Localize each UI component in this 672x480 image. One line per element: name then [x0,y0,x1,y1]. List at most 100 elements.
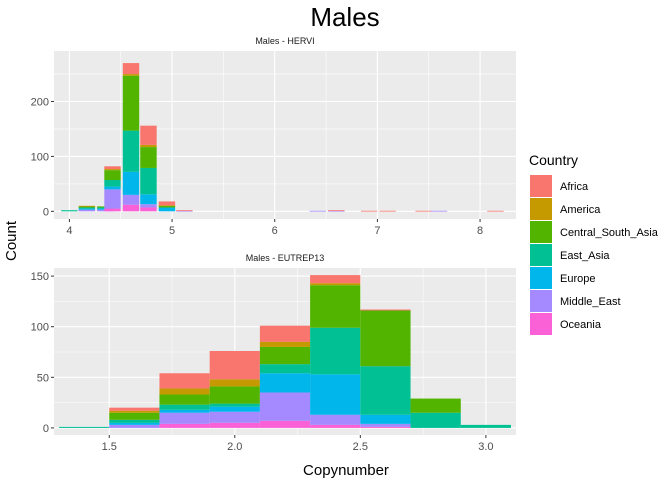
bar-segment-america [104,169,121,171]
bar-segment-oceania [310,424,361,428]
x-tick-label: 3.0 [478,441,493,453]
legend-label: Europe [560,273,595,285]
bar-segment-oceania [122,204,140,212]
bar-segment-europe [140,194,157,205]
bar-segment-africa [209,350,260,380]
bar-segment-east-asia [59,426,110,428]
legend-item-africa: Africa [530,175,589,197]
bar-segment-america [109,410,160,413]
bar-segment-central-south-asia [109,412,160,420]
bar-segment-america [209,379,260,387]
bar-segment-middle-east [430,210,448,212]
legend-item-east-asia: East_Asia [530,244,610,266]
bar-segment-europe [159,409,210,413]
bar-segment-africa [310,275,361,284]
bar-segment-europe [78,208,96,210]
bar-segment-east-asia [104,180,121,187]
x-tick-label: 2.0 [227,441,242,453]
panel-title: Males - HERVI [255,36,314,46]
bar-segment-america [310,283,361,286]
bar-segment-central-south-asia [310,285,361,328]
y-tick-label: 100 [31,151,49,163]
bar-segment-central-south-asia [159,394,210,405]
bar-segment-africa [415,210,432,212]
bar-segment-africa [259,325,311,342]
legend-label: America [560,204,601,216]
panels: Males - HERVI 4 5 6 7 8 0 100 200 Males - EUTREP1… [31,36,516,453]
bar-segment-east-asia [109,419,160,423]
legend-label: Oceania [560,319,602,331]
bar-segment-europe [122,171,140,195]
bar-segment-east-asia [122,130,140,172]
bar-segment-middle-east [176,210,193,212]
legend-item-middle-east: Middle_East [530,290,621,312]
bar-segment-africa [360,210,378,212]
bar-segment-europe [360,414,411,424]
bar-segment-central-south-asia [140,147,157,168]
y-tick-label: 200 [31,97,49,109]
bar-segment-central-south-asia [360,310,411,367]
bar-segment-middle-east [78,209,96,212]
bar-segment-middle-east [309,210,327,212]
legend: Africa America Central_South_Asia East_Asia… [530,175,659,335]
bar-segment-middle-east [310,414,361,425]
chart-title: Males [310,2,379,32]
bar-segment-east-asia [410,412,461,428]
bar-segment-africa [176,210,193,212]
bar-segment-middle-east [259,392,311,421]
y-tick-label: 0 [43,206,49,218]
legend-swatch [530,267,552,289]
bar-segment-africa [487,210,504,212]
y-tick-label: 150 [31,271,49,283]
bar-segment-africa [379,210,396,212]
legend-label: Central_South_Asia [560,227,659,239]
bar-segment-oceania [104,208,121,212]
x-tick-label: 2.5 [353,441,368,453]
y-tick-label: 0 [43,423,49,435]
legend-swatch [530,313,552,335]
bar-segment-oceania [259,420,311,428]
bar-segment-middle-east [328,210,345,212]
bar-segment-america [122,74,140,76]
bar-segment-europe [104,186,121,190]
legend-item-america: America [530,198,601,220]
x-tick-label: 7 [374,225,380,237]
bar-segment-east-asia [78,207,96,209]
bar-segment-central-south-asia [158,205,176,208]
bar-segment-central-south-asia [410,398,461,413]
bar-segment-east-asia [360,366,411,415]
bar-segment-middle-east [360,423,411,427]
legend-item-central-south-asia: Central_South_Asia [530,221,659,243]
bar-segment-east-asia [310,327,361,375]
bar-segment-africa [140,125,157,145]
legend-swatch [530,290,552,312]
bar-segment-oceania [159,423,210,428]
bar-segment-central-south-asia [122,75,140,131]
bar-segment-europe [109,422,160,425]
legend-swatch [530,221,552,243]
y-tick-label: 50 [37,372,49,384]
y-axis-title: Count [3,220,20,261]
bar-segment-africa [158,201,176,206]
bar-segment-africa [109,407,160,411]
legend-label: East_Asia [560,250,610,262]
bar-segment-east-asia [460,424,511,428]
bar-segment-middle-east [122,194,140,205]
x-tick-label: 8 [477,225,483,237]
bar-segment-africa [159,373,210,389]
bar-segment-east-asia [159,404,210,410]
legend-label: Africa [560,181,589,193]
bar-segment-europe [310,374,361,415]
legend-item-europe: Europe [530,267,595,289]
bar-segment-america [140,144,157,148]
bar-segment-east-asia [209,403,260,407]
bar-segment-middle-east [159,412,210,424]
bar-segment-africa [360,309,411,311]
y-tick-label: 100 [31,322,49,334]
bar-segment-america [259,341,311,347]
panel-title: Males - EUTREP13 [246,253,325,263]
bar-segment-central-south-asia [259,346,311,365]
bar-segment-america [78,205,96,207]
